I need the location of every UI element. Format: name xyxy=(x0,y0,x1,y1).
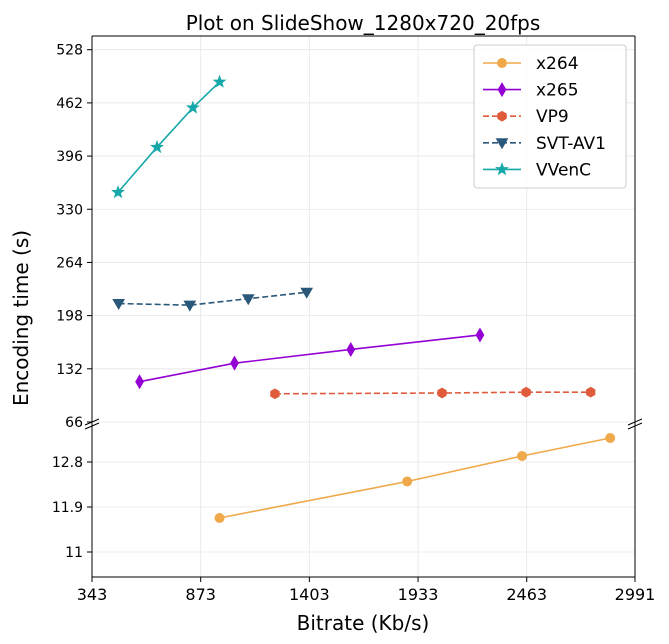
series-vvenc xyxy=(111,74,227,199)
legend-marker xyxy=(497,110,507,122)
data-point xyxy=(586,386,596,398)
legend-label: SVT-AV1 xyxy=(536,134,606,154)
data-point xyxy=(230,355,239,371)
data-point xyxy=(402,476,413,487)
data-point xyxy=(437,387,447,399)
lower-y-tick-label: 12.8 xyxy=(52,455,83,471)
data-point xyxy=(521,386,531,398)
legend-marker xyxy=(495,138,509,150)
legend-label: VVenC xyxy=(536,160,591,180)
data-point xyxy=(475,327,485,343)
upper-panel-frame xyxy=(91,35,636,422)
series-vp9 xyxy=(270,386,596,400)
y-axis-label: Encoding time (s) xyxy=(9,230,33,406)
data-point xyxy=(111,185,125,199)
series-line xyxy=(139,334,481,383)
data-point xyxy=(346,341,356,357)
legend-item-vp9: VP9 xyxy=(483,107,569,127)
upper-y-tick-label: 528 xyxy=(56,43,83,59)
series-x265 xyxy=(135,327,485,390)
x-axis-label: Bitrate (Kb/s) xyxy=(297,611,430,635)
data-point xyxy=(135,374,144,390)
upper-y-tick-label: 462 xyxy=(56,96,83,112)
upper-y-tick-label: 132 xyxy=(56,362,83,378)
x-tick-label: 2463 xyxy=(506,585,547,604)
legend: x264 x265 VP9 SVT-AV1 VVenC xyxy=(473,44,627,189)
legend-item-svt-av1: SVT-AV1 xyxy=(483,134,606,154)
legend-item-x264: x264 xyxy=(483,54,579,74)
data-point xyxy=(185,100,200,114)
data-point xyxy=(212,74,227,88)
data-point xyxy=(241,294,255,306)
data-point xyxy=(270,388,280,400)
lower-y-tick-label: 11.9 xyxy=(52,500,83,516)
lower-y-ticks: 11 11.9 12.8 xyxy=(52,455,92,561)
data-point xyxy=(605,433,616,443)
series-line xyxy=(118,291,307,306)
x-ticks: 343 873 1403 1933 2463 2991 xyxy=(77,577,656,604)
upper-y-tick-label: 330 xyxy=(56,202,83,218)
data-point xyxy=(214,513,225,523)
lower-y-tick-label: 11 xyxy=(65,545,83,561)
lower-panel-grid xyxy=(91,422,636,577)
legend-item-vvenc: VVenC xyxy=(483,160,591,180)
legend-marker xyxy=(497,58,507,68)
upper-y-tick-label: 66 xyxy=(65,415,83,431)
data-point xyxy=(183,300,197,312)
upper-y-tick-label: 264 xyxy=(56,255,83,271)
data-point xyxy=(300,287,314,299)
legend-item-x265: x265 xyxy=(483,81,579,101)
data-point xyxy=(517,451,528,461)
x-tick-label: 343 xyxy=(77,585,108,604)
legend-marker xyxy=(497,82,507,98)
series-line xyxy=(274,391,591,395)
data-point xyxy=(112,299,126,311)
series-layer xyxy=(111,74,616,523)
axis-break-marks xyxy=(84,418,643,430)
series-line xyxy=(219,437,611,519)
legend-label: x265 xyxy=(536,81,579,101)
legend-label: VP9 xyxy=(536,107,569,127)
series-svt-av1 xyxy=(112,287,314,312)
upper-y-tick-label: 198 xyxy=(56,309,83,325)
legend-marker xyxy=(495,162,509,176)
chart-title: Plot on SlideShow_1280x720_20fps xyxy=(186,11,541,35)
data-point xyxy=(150,139,164,154)
series-x264 xyxy=(214,433,616,523)
x-tick-label: 873 xyxy=(185,585,216,604)
x-tick-label: 1403 xyxy=(289,585,330,604)
legend-label: x264 xyxy=(536,54,579,74)
upper-y-ticks: 66 132 198 264 330 396 462 528 xyxy=(56,43,92,431)
x-tick-label: 1933 xyxy=(398,585,439,604)
series-line xyxy=(117,81,221,193)
upper-y-tick-label: 396 xyxy=(56,149,83,165)
legend-box xyxy=(473,44,627,189)
lower-panel-frame xyxy=(91,422,636,578)
x-tick-label: 2991 xyxy=(615,585,656,604)
